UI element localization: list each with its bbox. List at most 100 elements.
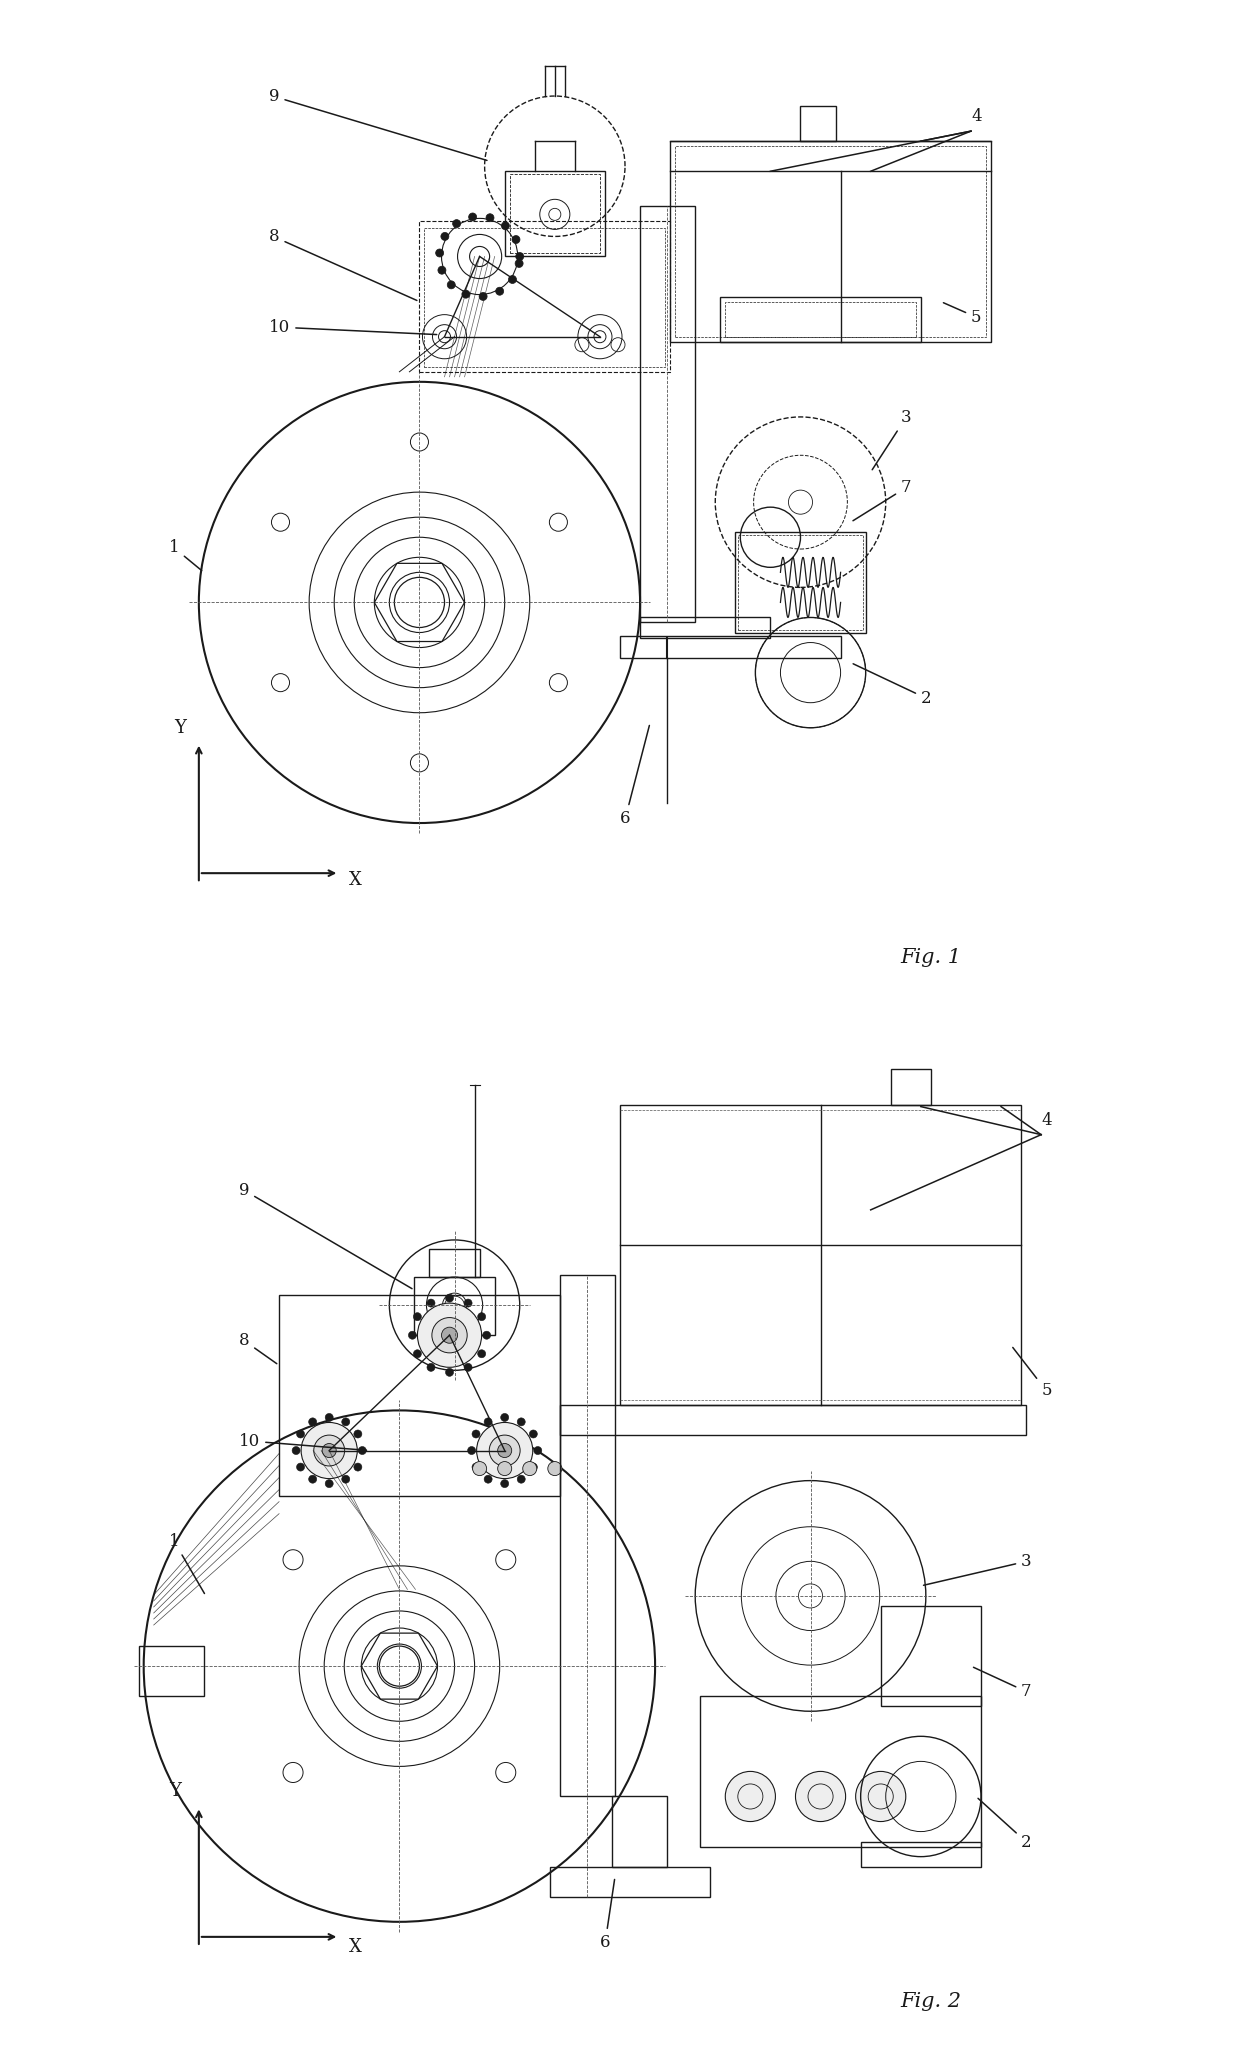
Bar bbox=[613, 1797, 667, 1867]
Bar bbox=[424, 227, 665, 366]
Text: 5: 5 bbox=[1013, 1348, 1052, 1400]
Circle shape bbox=[427, 1299, 435, 1307]
Bar bbox=[801, 105, 836, 141]
Text: Y: Y bbox=[174, 720, 186, 736]
Circle shape bbox=[515, 258, 523, 267]
Text: 10: 10 bbox=[269, 318, 436, 335]
Circle shape bbox=[342, 1474, 350, 1483]
Circle shape bbox=[325, 1412, 334, 1421]
Text: 7: 7 bbox=[973, 1667, 1032, 1700]
Bar bbox=[701, 1696, 981, 1847]
Circle shape bbox=[309, 1419, 316, 1425]
Circle shape bbox=[477, 1350, 486, 1359]
Circle shape bbox=[484, 1474, 492, 1483]
Circle shape bbox=[725, 1772, 775, 1822]
Circle shape bbox=[501, 1412, 508, 1421]
Circle shape bbox=[342, 1419, 350, 1425]
Circle shape bbox=[353, 1429, 362, 1437]
Text: Fig. 1: Fig. 1 bbox=[900, 949, 962, 968]
Text: 10: 10 bbox=[239, 1433, 367, 1450]
Circle shape bbox=[448, 281, 455, 290]
Text: 1: 1 bbox=[169, 540, 202, 571]
Circle shape bbox=[445, 1369, 454, 1377]
Circle shape bbox=[497, 1443, 512, 1458]
Text: Fig. 2: Fig. 2 bbox=[900, 1991, 962, 2010]
Text: X: X bbox=[350, 1938, 362, 1956]
Circle shape bbox=[353, 1462, 362, 1470]
Circle shape bbox=[441, 1328, 458, 1344]
Circle shape bbox=[461, 290, 470, 298]
Circle shape bbox=[314, 1435, 345, 1466]
Circle shape bbox=[309, 1474, 316, 1483]
Circle shape bbox=[472, 1429, 480, 1437]
Circle shape bbox=[358, 1446, 366, 1454]
Circle shape bbox=[325, 1479, 334, 1487]
Circle shape bbox=[435, 248, 444, 256]
Bar bbox=[738, 536, 863, 629]
Circle shape bbox=[472, 1462, 480, 1470]
Circle shape bbox=[516, 252, 523, 261]
Bar bbox=[720, 296, 921, 341]
Circle shape bbox=[529, 1462, 537, 1470]
Circle shape bbox=[418, 1303, 481, 1367]
Text: 7: 7 bbox=[853, 480, 911, 521]
Circle shape bbox=[467, 1446, 476, 1454]
Circle shape bbox=[296, 1462, 305, 1470]
Circle shape bbox=[427, 1363, 435, 1371]
Bar bbox=[429, 1249, 480, 1278]
Bar bbox=[880, 1607, 981, 1706]
Bar bbox=[620, 635, 841, 658]
Text: 4: 4 bbox=[1042, 1113, 1052, 1129]
Circle shape bbox=[445, 1295, 454, 1303]
Text: 3: 3 bbox=[872, 409, 911, 469]
Text: 5: 5 bbox=[944, 302, 982, 325]
Circle shape bbox=[512, 236, 520, 244]
Circle shape bbox=[432, 1317, 467, 1352]
Circle shape bbox=[296, 1429, 305, 1437]
Circle shape bbox=[533, 1446, 542, 1454]
Bar bbox=[725, 302, 916, 337]
Bar bbox=[510, 174, 600, 254]
Circle shape bbox=[464, 1363, 472, 1371]
Circle shape bbox=[479, 292, 487, 300]
Text: 8: 8 bbox=[269, 227, 417, 300]
Text: 6: 6 bbox=[600, 1880, 615, 1950]
Text: 9: 9 bbox=[269, 89, 487, 161]
Bar bbox=[505, 172, 605, 256]
Bar bbox=[675, 147, 986, 337]
Text: Y: Y bbox=[169, 1783, 181, 1801]
Text: 1: 1 bbox=[169, 1532, 205, 1594]
Circle shape bbox=[501, 221, 510, 230]
Bar bbox=[549, 1867, 711, 1896]
Circle shape bbox=[501, 1479, 508, 1487]
Text: X: X bbox=[350, 871, 362, 889]
Circle shape bbox=[438, 267, 446, 275]
Circle shape bbox=[523, 1462, 537, 1477]
Circle shape bbox=[408, 1332, 417, 1340]
Circle shape bbox=[497, 1462, 512, 1477]
Circle shape bbox=[293, 1446, 300, 1454]
Circle shape bbox=[441, 232, 449, 240]
Circle shape bbox=[529, 1429, 537, 1437]
Circle shape bbox=[548, 1462, 562, 1477]
Text: 6: 6 bbox=[620, 726, 650, 827]
Text: 2: 2 bbox=[853, 664, 931, 707]
Text: 8: 8 bbox=[239, 1332, 277, 1363]
Circle shape bbox=[508, 275, 517, 283]
Circle shape bbox=[472, 1462, 486, 1477]
Bar bbox=[640, 207, 696, 622]
Bar bbox=[620, 1104, 1021, 1406]
Bar bbox=[735, 531, 866, 633]
Circle shape bbox=[477, 1313, 486, 1321]
Bar bbox=[139, 1646, 203, 1696]
Circle shape bbox=[469, 213, 476, 221]
Circle shape bbox=[490, 1435, 520, 1466]
Bar bbox=[861, 1843, 981, 1867]
Circle shape bbox=[476, 1423, 533, 1479]
Circle shape bbox=[301, 1423, 357, 1479]
Bar bbox=[670, 141, 991, 341]
Circle shape bbox=[517, 1474, 526, 1483]
Circle shape bbox=[453, 219, 460, 227]
Circle shape bbox=[796, 1772, 846, 1822]
Bar bbox=[279, 1295, 559, 1495]
